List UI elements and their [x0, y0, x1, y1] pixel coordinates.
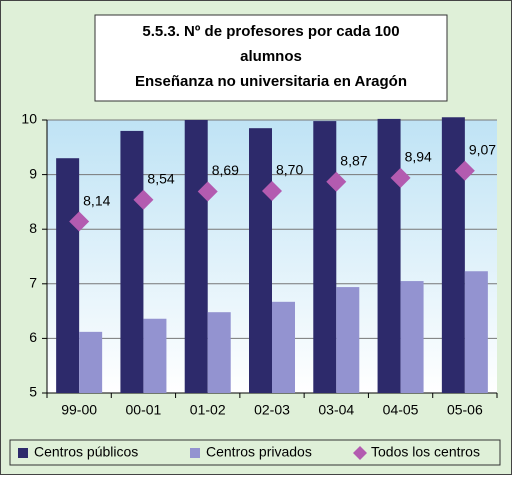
y-tick-label: 10 — [21, 111, 37, 127]
x-tick-label: 03-04 — [318, 402, 354, 418]
y-tick-label: 6 — [29, 329, 37, 345]
data-label: 8,54 — [147, 170, 174, 186]
y-tick-label: 9 — [29, 165, 37, 181]
bar — [313, 121, 337, 393]
y-tick-label: 5 — [29, 384, 37, 400]
marker — [454, 160, 475, 181]
x-tick-label: 99-00 — [61, 402, 97, 418]
bar — [377, 118, 401, 394]
marker — [197, 181, 218, 202]
bar — [56, 158, 80, 393]
x-tick-label: 02-03 — [254, 402, 290, 418]
bar — [143, 318, 167, 393]
x-tick-label: 04-05 — [383, 402, 419, 418]
bar — [272, 301, 295, 393]
chart-title: 5.5.3. Nº de profesores por cada 100 — [142, 23, 399, 40]
bar — [464, 271, 488, 393]
bar — [441, 117, 465, 394]
legend-label: Todos los centros — [371, 444, 480, 460]
x-tick-label: 00-01 — [126, 402, 162, 418]
marker — [69, 211, 90, 232]
data-label: 8,70 — [276, 162, 303, 178]
bar — [184, 120, 208, 393]
chart-title: Enseñanza no universitaria en Aragón — [135, 73, 407, 90]
marker — [262, 180, 282, 201]
marker — [133, 189, 154, 210]
bar — [249, 128, 272, 393]
bar — [336, 287, 360, 393]
marker — [390, 167, 411, 188]
bar — [207, 312, 231, 393]
data-label: 9,07 — [469, 141, 496, 157]
legend-swatch — [353, 446, 367, 460]
marker — [326, 171, 347, 192]
legend-swatch — [18, 448, 28, 458]
legend-label: Centros privados — [206, 444, 312, 460]
bar — [400, 281, 424, 393]
legend-label: Centros públicos — [34, 444, 138, 460]
data-label: 8,14 — [83, 192, 110, 208]
x-tick-label: 05-06 — [447, 402, 483, 418]
legend-box — [9, 439, 501, 466]
bar — [120, 130, 144, 394]
legend-swatch — [190, 448, 200, 458]
data-label: 8,69 — [212, 162, 239, 178]
bar — [79, 331, 103, 393]
data-label: 8,87 — [340, 152, 367, 168]
y-tick-label: 8 — [29, 220, 37, 236]
data-label: 8,94 — [405, 149, 432, 165]
chart-title: alumnos — [240, 48, 302, 65]
x-tick-label: 01-02 — [190, 402, 226, 418]
title-box — [94, 14, 448, 102]
y-tick-label: 7 — [29, 275, 37, 291]
